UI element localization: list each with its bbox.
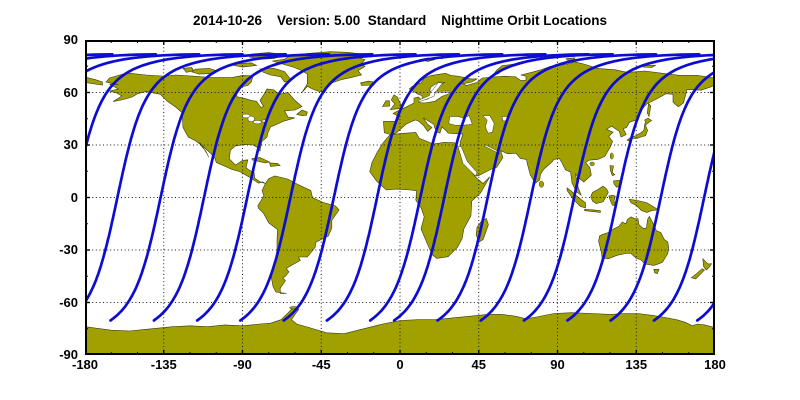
x-tick-label: -135: [150, 357, 177, 372]
x-tick-label: -180: [71, 357, 99, 372]
y-tick-label: 90: [63, 32, 78, 47]
x-tick-label: 0: [396, 357, 404, 372]
map-plot: [85, 40, 715, 355]
grid-lines: [85, 40, 715, 355]
y-tick-label: 30: [63, 137, 78, 152]
y-tick-label: -90: [59, 347, 78, 362]
x-tick-label: -45: [311, 357, 331, 372]
x-tick-label: 180: [704, 357, 726, 372]
plot-title: 2014-10-26 Version: 5.00 Standard Nightt…: [192, 13, 608, 28]
plot-frame: [85, 40, 715, 355]
y-tick-label: 60: [63, 84, 78, 100]
y-tick-label: -60: [59, 294, 78, 310]
y-tick-label: 0: [70, 189, 78, 205]
world-map-land: [85, 51, 715, 355]
x-tick-label: 45: [471, 357, 486, 372]
x-tick-label: 135: [625, 357, 648, 372]
y-tick-label: -30: [59, 242, 78, 257]
x-tick-label: -90: [233, 357, 252, 372]
x-tick-label: 90: [550, 357, 565, 372]
orbit-tracks: [85, 52, 715, 322]
